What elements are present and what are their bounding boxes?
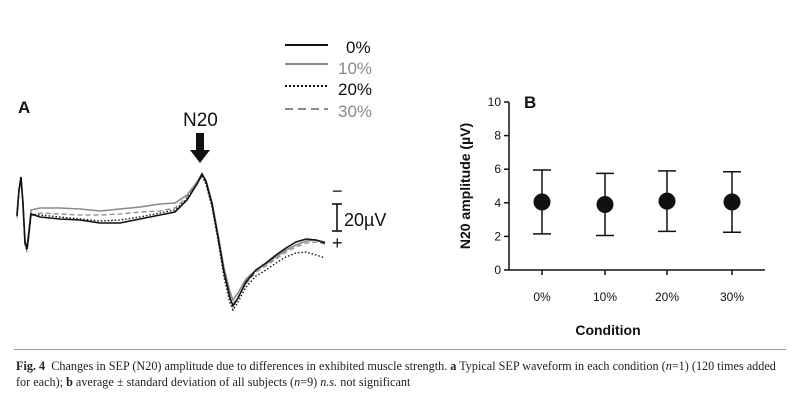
caption-fig-label: Fig. 4 <box>16 359 46 373</box>
caption-a-label: a <box>450 359 457 373</box>
scale-top-sign: − <box>332 181 343 201</box>
waveform-30 <box>16 174 326 306</box>
caption-a-n: n <box>665 359 672 373</box>
x-tick-label-1: 10% <box>593 290 617 304</box>
x-axis-title: Condition <box>575 322 640 338</box>
panel-b-label: B <box>524 93 536 112</box>
data-point-2 <box>658 192 676 210</box>
y-tick-label-0: 0 <box>494 263 501 277</box>
caption-b-n-val: =9) <box>300 375 318 389</box>
scale-label: 20µV <box>344 210 386 230</box>
plot-b: 0 2 4 6 8 10 0% 10% 20% 30% <box>488 95 765 304</box>
caption-ns-text: not significant <box>340 375 411 389</box>
data-point-3 <box>723 193 741 211</box>
x-tick-label-2: 20% <box>655 290 679 304</box>
panel-a-label: A <box>18 98 30 117</box>
y-axis-title: N20 amplitude (µV) <box>457 123 473 249</box>
waveform-10 <box>16 172 326 302</box>
legend-label-0: 0% <box>346 38 371 57</box>
caption-b-label: b <box>66 375 73 389</box>
data-point-0 <box>533 193 551 211</box>
y-tick-label-6: 6 <box>494 162 501 176</box>
caption-b-text: average ± standard deviation of all subj… <box>75 375 295 389</box>
legend: 0% 10% 20% 30% <box>285 38 372 121</box>
figure-caption: Fig. 4 Changes in SEP (N20) amplitude du… <box>16 358 786 390</box>
waveform-0 <box>16 172 326 308</box>
y-tick-label-8: 8 <box>494 129 501 143</box>
waveforms <box>16 172 326 312</box>
y-tick-label-2: 2 <box>494 229 501 243</box>
y-tick-label-4: 4 <box>494 196 501 210</box>
n20-label: N20 <box>183 110 218 131</box>
panel-b: B 0 2 4 6 8 10 0% 10% 20% 30% Condition N20 ampli… <box>457 93 765 338</box>
y-tick-label-10: 10 <box>488 95 502 109</box>
legend-label-1: 10% <box>338 59 372 78</box>
caption-rule <box>14 349 786 350</box>
panel-a: A 0% 10% 20% 30% N20 − <box>16 38 386 312</box>
caption-a-text: Typical SEP waveform in each condition ( <box>459 359 666 373</box>
caption-b-n: n <box>294 375 301 389</box>
waveform-20 <box>16 174 326 312</box>
data-point-1 <box>596 195 614 213</box>
legend-label-3: 30% <box>338 102 372 121</box>
n20-arrow <box>190 133 210 163</box>
legend-label-2: 20% <box>338 80 372 99</box>
caption-main: Changes in SEP (N20) amplitude due to di… <box>51 359 448 373</box>
caption-a-n-val: =1) (120 times added for each); <box>16 359 776 389</box>
x-tick-label-3: 30% <box>720 290 744 304</box>
figure: A 0% 10% 20% 30% N20 − <box>16 38 765 338</box>
x-tick-label-0: 0% <box>533 290 551 304</box>
caption-ns: n.s. <box>320 375 338 389</box>
scale-bar: − 20µV + <box>332 181 386 253</box>
scale-bottom-sign: + <box>332 233 343 253</box>
